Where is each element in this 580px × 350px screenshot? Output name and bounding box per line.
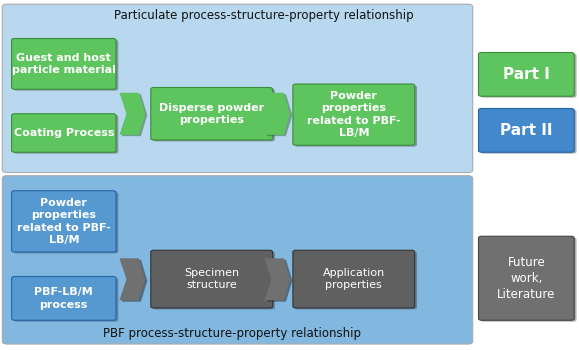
FancyBboxPatch shape	[293, 84, 415, 145]
Text: Coating Process: Coating Process	[13, 128, 114, 138]
Polygon shape	[264, 93, 290, 135]
Text: Particulate process-structure-property relationship: Particulate process-structure-property r…	[114, 9, 414, 22]
FancyBboxPatch shape	[151, 250, 273, 308]
FancyBboxPatch shape	[12, 191, 116, 252]
Polygon shape	[264, 258, 290, 300]
FancyBboxPatch shape	[12, 38, 116, 89]
FancyBboxPatch shape	[153, 252, 275, 309]
Text: Application
properties: Application properties	[322, 268, 385, 290]
Polygon shape	[267, 94, 292, 136]
FancyBboxPatch shape	[481, 54, 577, 98]
FancyBboxPatch shape	[478, 236, 574, 320]
Polygon shape	[119, 93, 145, 135]
Text: Powder
properties
related to PBF-
LB/M: Powder properties related to PBF- LB/M	[17, 198, 111, 245]
Text: Part II: Part II	[500, 123, 553, 138]
Polygon shape	[119, 258, 145, 300]
FancyBboxPatch shape	[14, 192, 118, 253]
FancyBboxPatch shape	[12, 114, 116, 152]
FancyBboxPatch shape	[481, 110, 577, 154]
Text: Specimen
structure: Specimen structure	[184, 268, 240, 290]
FancyBboxPatch shape	[2, 176, 473, 344]
Text: Disperse powder
properties: Disperse powder properties	[159, 103, 264, 125]
FancyBboxPatch shape	[478, 108, 574, 152]
Text: PBF-LB/M
process: PBF-LB/M process	[34, 287, 93, 310]
Polygon shape	[122, 260, 147, 302]
FancyBboxPatch shape	[153, 89, 275, 141]
FancyBboxPatch shape	[14, 115, 118, 154]
Text: PBF process-structure-property relationship: PBF process-structure-property relations…	[103, 327, 361, 340]
Polygon shape	[122, 94, 147, 136]
Text: Powder
properties
related to PBF-
LB/M: Powder properties related to PBF- LB/M	[307, 91, 401, 138]
FancyBboxPatch shape	[2, 4, 473, 173]
FancyBboxPatch shape	[12, 276, 116, 320]
FancyBboxPatch shape	[295, 252, 417, 309]
FancyBboxPatch shape	[481, 238, 577, 322]
Text: Future
work,
Literature: Future work, Literature	[497, 256, 556, 301]
Polygon shape	[267, 260, 292, 302]
FancyBboxPatch shape	[478, 52, 574, 96]
FancyBboxPatch shape	[14, 40, 118, 91]
FancyBboxPatch shape	[14, 278, 118, 322]
FancyBboxPatch shape	[293, 250, 415, 308]
Text: Guest and host
particle material: Guest and host particle material	[12, 53, 116, 75]
FancyBboxPatch shape	[295, 85, 417, 147]
FancyBboxPatch shape	[151, 88, 273, 140]
Text: Part I: Part I	[503, 67, 550, 82]
